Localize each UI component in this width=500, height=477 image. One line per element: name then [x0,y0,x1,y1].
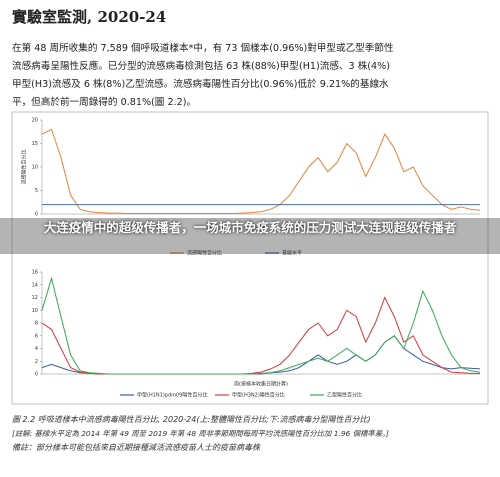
legend-label: 乙型陽性百分比 [327,392,362,399]
y-tick-label: 0 [35,372,38,378]
caption-line: 備註：部分樣本可能包括來自近期接種減活流感疫苗人士的疫苗病毒株 [12,443,260,452]
y-tick-label: 16 [32,270,38,276]
legend-label: 流感陽性百分比 [187,250,222,257]
paragraph-line: 流感病毒呈陽性反應。已分型的流感病毒檢測包括 63 株(88%)甲型(H1)流感… [12,61,390,72]
paragraph-line: 平，但高於前一周錄得的 0.81%(圖 2.2)。 [12,97,197,108]
legend-label: 基線水平 [282,250,302,257]
x-axis-label: 周(按樣本收集日期計算) [234,381,288,388]
legend-label: 甲型(H3N2)陽性百分比 [232,392,285,399]
y-tick-label: 4 [35,346,38,352]
series-line [41,128,481,214]
y-tick-label: 6 [35,333,38,339]
y-tick-label: 12 [32,295,38,301]
y-tick-label: 15 [32,141,38,147]
y-tick-label: 8 [35,321,38,327]
y-axis-label: 流感陽性百分比 [21,149,28,184]
figure-frame [11,111,489,405]
series-line [41,276,481,375]
y-tick-label: 2 [35,359,38,365]
y-tick-label: 20 [32,118,38,124]
legend-label: 甲型(H1N1)pdm09陽性百分比 [137,392,207,399]
caption-line: 圖 2.2 呼吸道樣本中流感病毒陽性百分比, 2020-24(上:整體陽性百分比… [12,415,371,424]
y-tick-label: 14 [32,282,38,288]
y-tick-label: 10 [32,308,38,314]
paragraph-line: 在第 48 周所收集的 7,589 個呼吸道樣本*中，有 73 個樣本(0.96… [12,43,394,54]
title: 實驗室監測, 2020-24 [12,8,167,26]
overlay-text: 大连疫情中的超级传播者，一场城市免疫系统的压力测试大连现超级传播者 [43,220,457,235]
y-tick-label: 5 [35,188,38,194]
y-tick-label: 10 [32,165,38,171]
y-tick-label: 0 [35,212,38,218]
caption-line: [註解: 基線水平定為 2014 年第 49 周至 2019 年第 48 周非季… [12,429,389,438]
paragraph-line: 甲型(H3)流感及 6 株(8%)乙型流感。流感病毒陽性百分比(0.96%)低於… [12,79,389,90]
overlay-banner: 大连疫情中的超级传播者，一场城市免疫系统的压力测试大连现超级传播者 [0,218,500,254]
